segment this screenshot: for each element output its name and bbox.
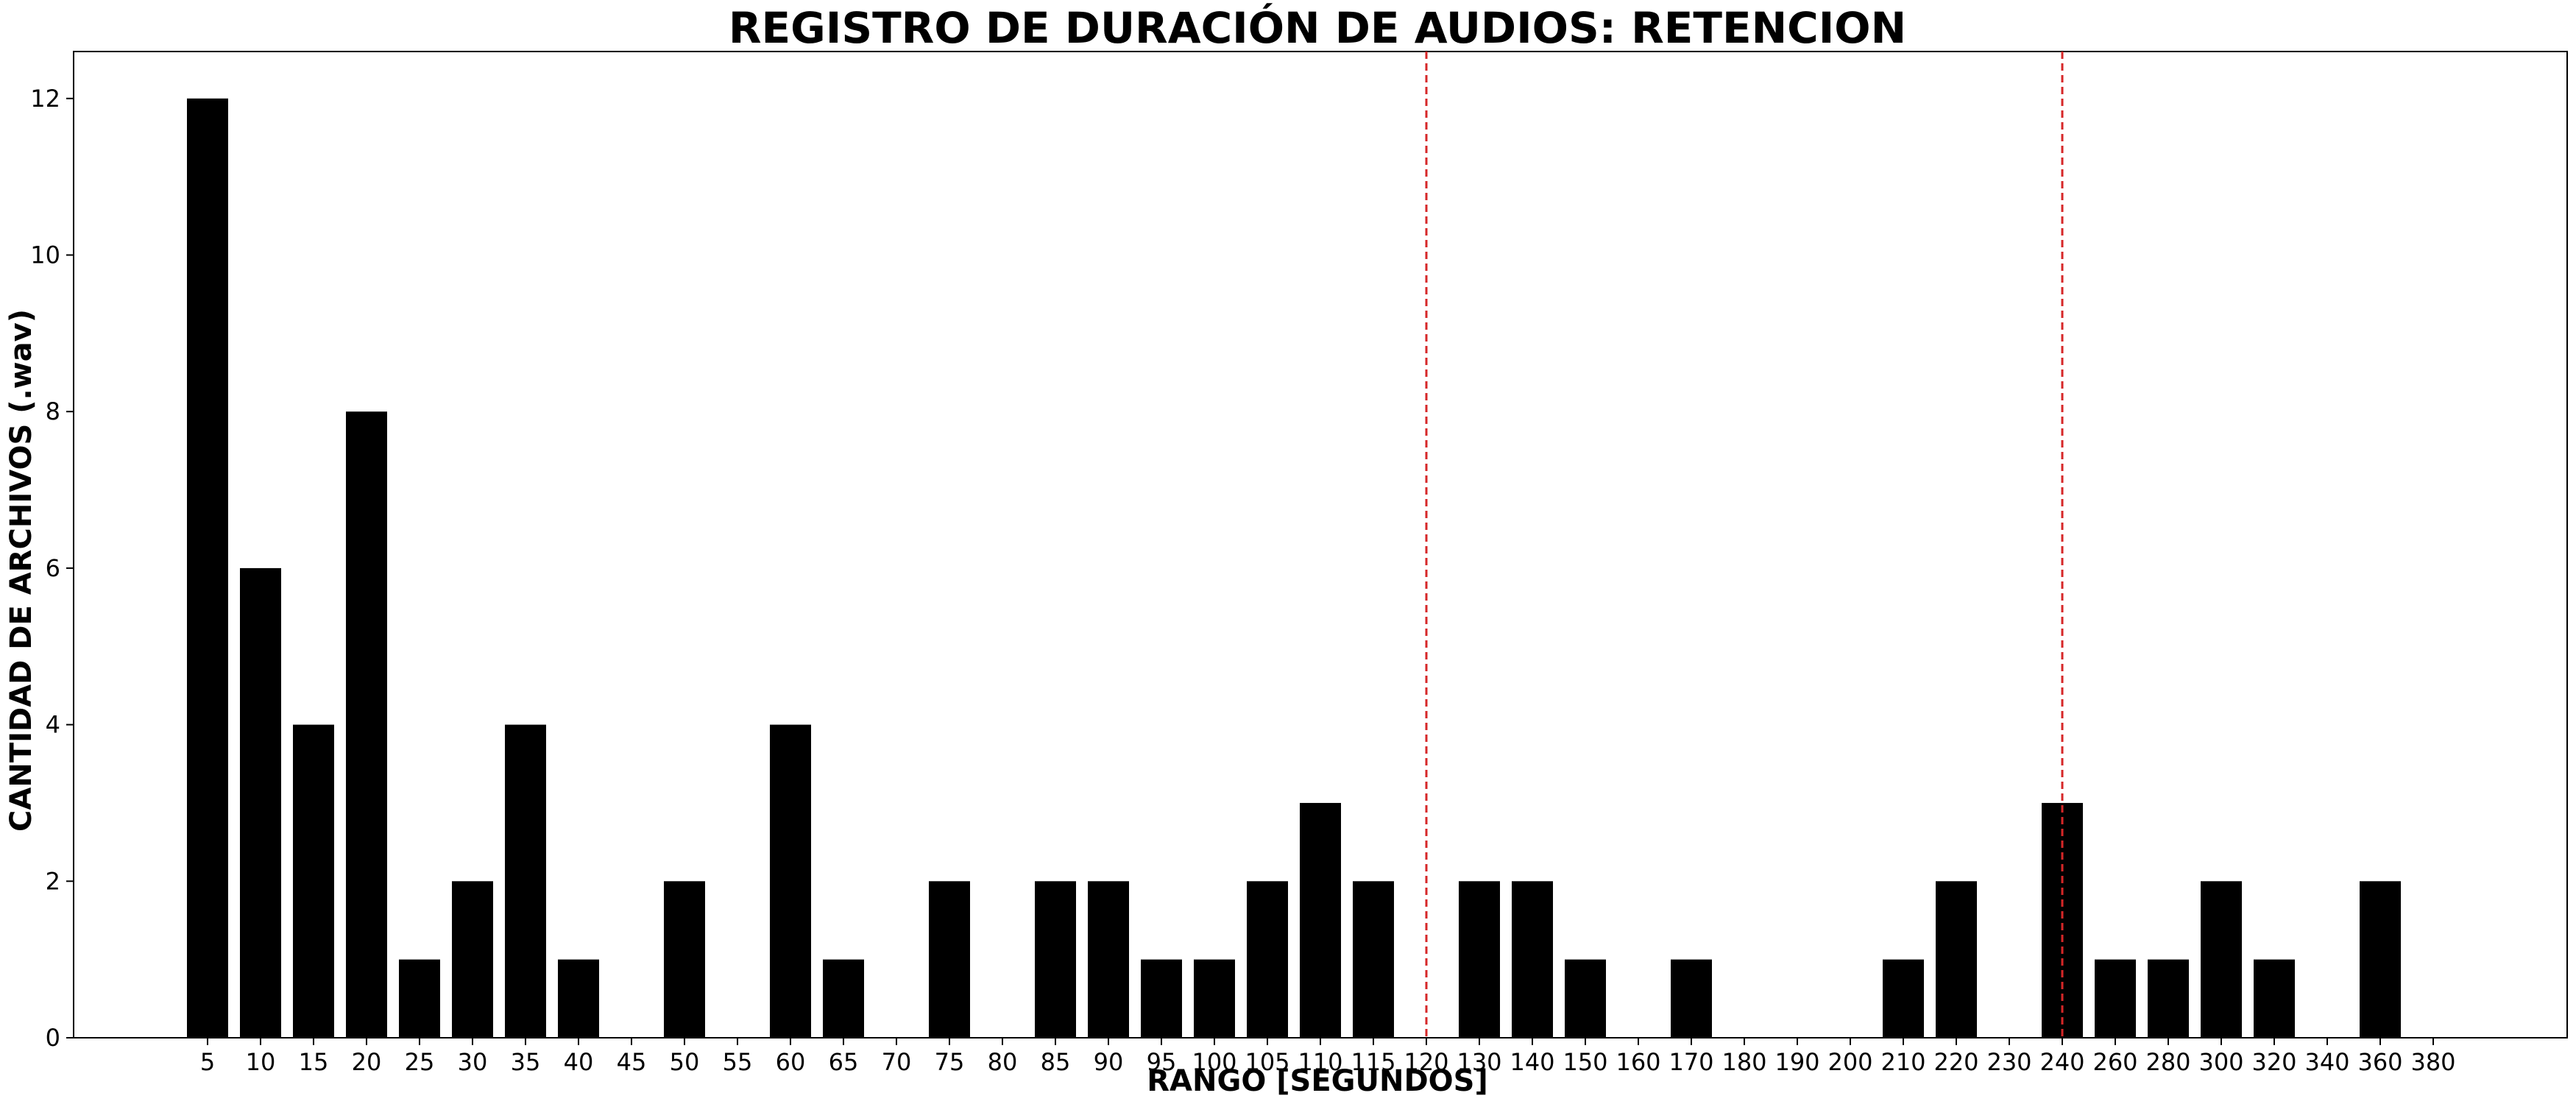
bar: [1671, 959, 1712, 1038]
bar: [2095, 959, 2136, 1038]
bar: [2360, 881, 2401, 1038]
bar: [1565, 959, 1606, 1038]
x-tick-label: 65: [829, 1048, 859, 1076]
bar: [1247, 881, 1288, 1038]
x-tick-label: 25: [405, 1048, 435, 1076]
bar: [399, 959, 440, 1038]
x-tick-label: 55: [723, 1048, 753, 1076]
x-tick-label: 210: [1880, 1048, 1925, 1076]
bar: [1141, 959, 1182, 1038]
x-tick-label: 95: [1147, 1048, 1177, 1076]
y-tick-label: 8: [46, 397, 60, 425]
x-tick-label: 150: [1563, 1048, 1607, 1076]
x-tick-label: 35: [511, 1048, 541, 1076]
x-tick-label: 260: [2092, 1048, 2137, 1076]
x-tick-label: 5: [200, 1048, 215, 1076]
x-tick-label: 15: [299, 1048, 329, 1076]
y-axis-label: CANTIDAD DE ARCHIVOS (.wav): [4, 309, 38, 832]
x-tick-label: 300: [2198, 1048, 2243, 1076]
bar: [770, 724, 811, 1038]
bar: [187, 98, 228, 1038]
bar: [505, 724, 546, 1038]
y-tick-label: 12: [30, 85, 60, 113]
y-tick-label: 10: [30, 241, 60, 269]
bar: [1300, 802, 1341, 1038]
bar: [1353, 881, 1394, 1038]
x-tick-label: 140: [1510, 1048, 1554, 1076]
x-tick-label: 80: [988, 1048, 1018, 1076]
x-tick-label: 280: [2145, 1048, 2190, 1076]
bar: [452, 881, 493, 1038]
y-tick-label: 6: [46, 554, 60, 582]
x-tick-label: 115: [1351, 1048, 1395, 1076]
bar: [1459, 881, 1500, 1038]
x-tick-label: 130: [1457, 1048, 1501, 1076]
x-tick-label: 50: [670, 1048, 700, 1076]
bar: [558, 959, 599, 1038]
bar: [346, 411, 387, 1038]
x-tick-label: 90: [1094, 1048, 1124, 1076]
x-tick-label: 40: [564, 1048, 594, 1076]
bar: [823, 959, 864, 1038]
x-tick-label: 100: [1192, 1048, 1236, 1076]
x-tick-label: 240: [2039, 1048, 2084, 1076]
x-tick-label: 45: [617, 1048, 647, 1076]
bar: [240, 567, 281, 1038]
x-tick-label: 85: [1041, 1048, 1071, 1076]
x-tick-label: 20: [352, 1048, 382, 1076]
y-tick-label: 0: [46, 1024, 60, 1052]
x-tick-label: 70: [882, 1048, 912, 1076]
x-tick-label: 60: [776, 1048, 806, 1076]
x-tick-label: 340: [2304, 1048, 2349, 1076]
x-tick-label: 160: [1616, 1048, 1660, 1076]
x-tick-label: 320: [2251, 1048, 2296, 1076]
bar: [1035, 881, 1076, 1038]
plot-area: 0 2 4 6 8 10 12 5 10 15 20 25 30 35 40 45 50 55 60 65 70 75 80…: [30, 51, 2568, 1076]
bar: [929, 881, 970, 1038]
x-tick-label: 105: [1245, 1048, 1289, 1076]
y-tick-label: 2: [46, 867, 60, 895]
x-tick-label: 120: [1404, 1048, 1448, 1076]
x-axis-label: RANGO [SEGUNDOS]: [1147, 1064, 1488, 1098]
bar: [2148, 959, 2189, 1038]
x-tick-label: 380: [2410, 1048, 2455, 1076]
bar: [1088, 881, 1129, 1038]
x-tick-label: 30: [458, 1048, 488, 1076]
bar: [2201, 881, 2242, 1038]
bar: [2254, 959, 2295, 1038]
x-tick-label: 220: [1933, 1048, 1978, 1076]
x-tick-label: 360: [2357, 1048, 2402, 1076]
bar: [2042, 802, 2083, 1038]
bar: [1883, 959, 1924, 1038]
x-tick-label: 180: [1722, 1048, 1766, 1076]
x-tick-label: 170: [1669, 1048, 1713, 1076]
bar: [293, 724, 334, 1038]
x-tick-label: 10: [246, 1048, 276, 1076]
x-tick-label: 110: [1298, 1048, 1342, 1076]
bar: [664, 881, 705, 1038]
chart-title: REGISTRO DE DURACIÓN DE AUDIOS: RETENCIO…: [729, 2, 1906, 53]
x-tick-label: 75: [935, 1048, 965, 1076]
bar: [1512, 881, 1553, 1038]
y-tick-label: 4: [46, 711, 60, 739]
bar: [1194, 959, 1235, 1038]
x-tick-label: 200: [1827, 1048, 1872, 1076]
x-tick-label: 230: [1986, 1048, 2031, 1076]
x-tick-label: 190: [1774, 1048, 1819, 1076]
bar: [1936, 881, 1977, 1038]
